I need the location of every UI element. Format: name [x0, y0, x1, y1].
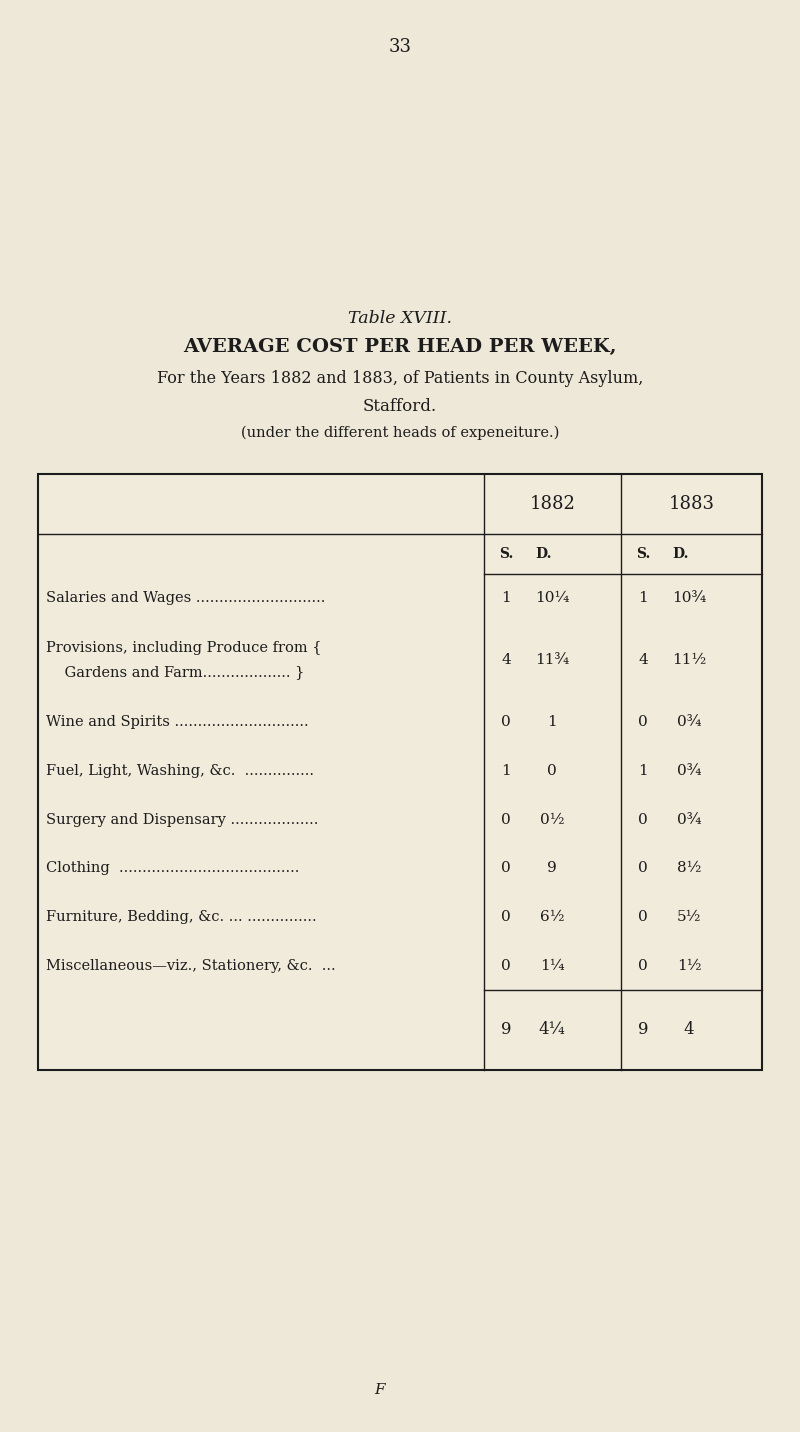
Text: 8½: 8½ — [677, 862, 702, 875]
Bar — [38, 474, 762, 1070]
Bar — [38, 474, 762, 1070]
Text: Furniture, Bedding, &c. ... ...............: Furniture, Bedding, &c. ... ............… — [46, 909, 317, 924]
Text: Miscellaneous—viz., Stationery, &c.  ...: Miscellaneous—viz., Stationery, &c. ... — [46, 958, 336, 972]
Text: 9: 9 — [547, 862, 557, 875]
Text: AVERAGE COST PER HEAD PER WEEK,: AVERAGE COST PER HEAD PER WEEK, — [183, 338, 617, 357]
Text: 1: 1 — [547, 716, 557, 729]
Text: 4: 4 — [638, 653, 648, 667]
Text: 1: 1 — [501, 591, 511, 606]
Text: 10¾: 10¾ — [672, 591, 706, 606]
Text: 5½: 5½ — [677, 909, 702, 924]
Text: 0: 0 — [638, 958, 648, 972]
Text: 4: 4 — [501, 653, 511, 667]
Text: S.: S. — [499, 547, 513, 561]
Text: 10¼: 10¼ — [535, 591, 569, 606]
Text: Salaries and Wages ............................: Salaries and Wages .....................… — [46, 591, 326, 606]
Text: S.: S. — [636, 547, 650, 561]
Text: 1882: 1882 — [530, 495, 575, 513]
Text: F: F — [374, 1383, 386, 1398]
Text: 0¾: 0¾ — [677, 765, 702, 778]
Text: 4: 4 — [684, 1021, 694, 1038]
Text: 0½: 0½ — [540, 813, 564, 826]
Text: Gardens and Farm................... }: Gardens and Farm................... } — [46, 666, 304, 679]
Text: 1½: 1½ — [677, 958, 702, 972]
Text: 0: 0 — [501, 958, 511, 972]
Text: Wine and Spirits .............................: Wine and Spirits .......................… — [46, 716, 309, 729]
Text: 0: 0 — [501, 813, 511, 826]
Text: Provisions, including Produce from {: Provisions, including Produce from { — [46, 642, 322, 656]
Text: Stafford.: Stafford. — [363, 398, 437, 415]
Text: Table XVIII.: Table XVIII. — [348, 309, 452, 326]
Text: Fuel, Light, Washing, &c.  ...............: Fuel, Light, Washing, &c. ..............… — [46, 765, 314, 778]
Text: 1: 1 — [638, 591, 648, 606]
Text: D.: D. — [673, 547, 690, 561]
Text: Surgery and Dispensary ...................: Surgery and Dispensary .................… — [46, 813, 318, 826]
Text: 9: 9 — [638, 1021, 648, 1038]
Text: 9: 9 — [501, 1021, 511, 1038]
Text: 0: 0 — [501, 862, 511, 875]
Text: D.: D. — [536, 547, 552, 561]
Text: 0¾: 0¾ — [677, 813, 702, 826]
Text: Clothing  .......................................: Clothing ...............................… — [46, 862, 299, 875]
Text: 0: 0 — [547, 765, 557, 778]
Text: 4¼: 4¼ — [538, 1021, 566, 1038]
Text: 11¾: 11¾ — [535, 653, 569, 667]
Text: 11½: 11½ — [672, 653, 706, 667]
Text: 1: 1 — [501, 765, 511, 778]
Text: 0: 0 — [638, 716, 648, 729]
Text: 6½: 6½ — [540, 909, 564, 924]
Text: 0: 0 — [638, 862, 648, 875]
Text: 0: 0 — [638, 813, 648, 826]
Text: For the Years 1882 and 1883, of Patients in County Asylum,: For the Years 1882 and 1883, of Patients… — [157, 369, 643, 387]
Text: (under the different heads of expeneiture.): (under the different heads of expeneitur… — [241, 425, 559, 441]
Text: 0¾: 0¾ — [677, 716, 702, 729]
Text: 0: 0 — [501, 716, 511, 729]
Text: 0: 0 — [638, 909, 648, 924]
Text: 1¼: 1¼ — [540, 958, 564, 972]
Text: 1: 1 — [638, 765, 648, 778]
Text: 1883: 1883 — [669, 495, 714, 513]
Text: 0: 0 — [501, 909, 511, 924]
Text: 33: 33 — [389, 39, 411, 56]
